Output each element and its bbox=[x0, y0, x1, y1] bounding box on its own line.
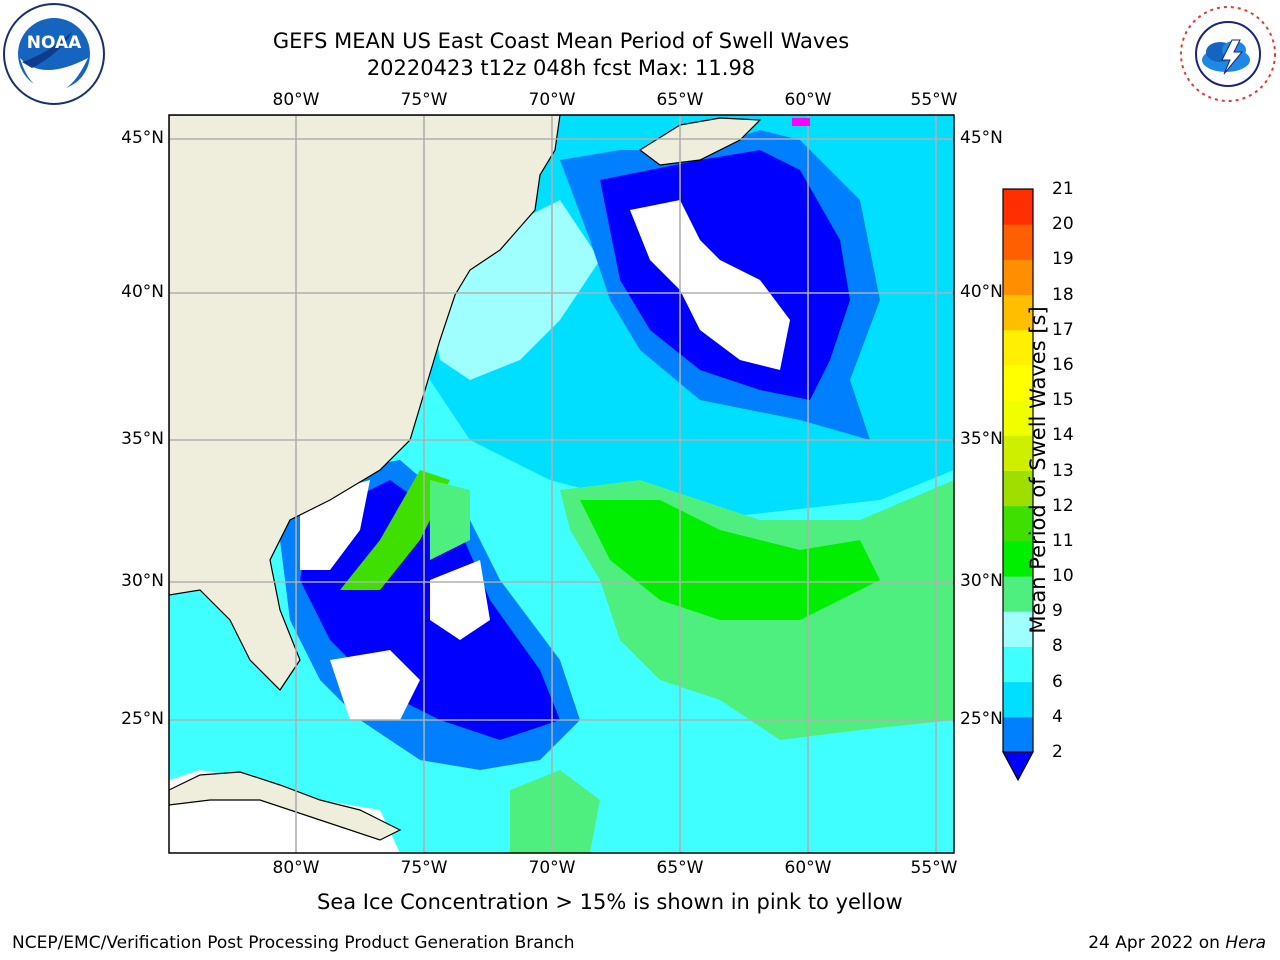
colorbar-extend-triangle bbox=[1001, 751, 1035, 782]
map-frame bbox=[168, 114, 955, 854]
lat-label-left: 25°N bbox=[121, 709, 164, 729]
colorbar-segment bbox=[1003, 716, 1033, 753]
swell-period-11-12-streak bbox=[340, 470, 450, 590]
footer-left: NCEP/EMC/Verification Post Processing Pr… bbox=[12, 933, 575, 953]
footer-date: 24 Apr 2022 on bbox=[1088, 933, 1226, 953]
colorbar-outline bbox=[1002, 188, 1034, 753]
noaa-logo: NOAA bbox=[2, 2, 106, 106]
colorbar-segment bbox=[1003, 224, 1033, 260]
lat-label-left: 35°N bbox=[121, 429, 164, 449]
land-us-east-coast bbox=[169, 115, 561, 691]
lon-label-top: 70°W bbox=[528, 90, 576, 110]
sea-ice-caption: Sea Ice Concentration > 15% is shown in … bbox=[317, 890, 903, 914]
lon-label-bottom: 70°W bbox=[528, 858, 576, 878]
sea-ice-speck bbox=[792, 118, 810, 126]
colorbar-tick-label: 19 bbox=[1052, 249, 1074, 270]
noaa-logo-text: NOAA bbox=[27, 33, 82, 53]
lon-label-bottom: 75°W bbox=[400, 858, 448, 878]
lon-label-bottom: 80°W bbox=[272, 858, 320, 878]
colorbar-segment bbox=[1003, 646, 1033, 683]
lon-label-top: 65°W bbox=[656, 90, 704, 110]
map-gridlines bbox=[169, 115, 954, 853]
swell-period-8-9-zone bbox=[430, 200, 600, 380]
lat-label-right: 45°N bbox=[960, 128, 1003, 148]
lat-label-left: 40°N bbox=[121, 282, 164, 302]
colorbar-segment bbox=[1003, 470, 1033, 507]
lon-label-top: 80°W bbox=[272, 90, 320, 110]
land-cuba bbox=[169, 771, 402, 841]
colorbar-tick-label: 10 bbox=[1052, 566, 1074, 587]
chart-subtitle: 20220423 t12z 048h fcst Max: 11.98 bbox=[366, 56, 756, 80]
lon-label-top: 60°W bbox=[784, 90, 832, 110]
no-data-zone-bahamas bbox=[330, 650, 420, 720]
colorbar-tick-label: 11 bbox=[1052, 530, 1074, 551]
chart-title: GEFS MEAN US East Coast Mean Period of S… bbox=[272, 29, 850, 53]
no-data-zone-north bbox=[630, 200, 790, 370]
colorbar-segment bbox=[1003, 611, 1033, 647]
colorbar-tick-label: 6 bbox=[1052, 671, 1063, 692]
lon-label-bottom: 65°W bbox=[656, 858, 704, 878]
colorbar-segment bbox=[1003, 329, 1033, 366]
footer-right: 24 Apr 2022 on Hera bbox=[1088, 933, 1266, 953]
colorbar-tick-label: 9 bbox=[1052, 601, 1063, 622]
land-nova-scotia bbox=[638, 117, 762, 166]
lon-label-top: 75°W bbox=[400, 90, 448, 110]
colorbar-segment bbox=[1003, 259, 1033, 296]
no-data-zone-sargasso bbox=[430, 560, 490, 640]
colorbar-tick-label: 4 bbox=[1052, 706, 1063, 727]
lon-label-bottom: 60°W bbox=[784, 858, 832, 878]
colorbar-tick-label: 14 bbox=[1052, 425, 1074, 446]
colorbar-segment bbox=[1003, 540, 1033, 577]
lat-label-right: 25°N bbox=[960, 709, 1003, 729]
colorbar-segment bbox=[1003, 364, 1033, 401]
colorbar-tick-label: 16 bbox=[1052, 354, 1074, 375]
colorbar-tick-label: 8 bbox=[1052, 636, 1063, 657]
colorbar-segment bbox=[1003, 681, 1033, 718]
colorbar-tick-label: 15 bbox=[1052, 390, 1074, 411]
lat-label-right: 30°N bbox=[960, 571, 1003, 591]
colorbar-tick-label: 2 bbox=[1052, 742, 1063, 762]
colorbar-tick-label: 21 bbox=[1052, 179, 1074, 199]
lat-label-right: 40°N bbox=[960, 282, 1003, 302]
lat-label-right: 35°N bbox=[960, 429, 1003, 449]
lat-label-left: 45°N bbox=[121, 128, 164, 148]
colorbar-segment bbox=[1003, 400, 1033, 436]
colorbar-segment bbox=[1003, 294, 1033, 331]
colorbar-tick-label: 20 bbox=[1052, 214, 1074, 235]
colorbar bbox=[1001, 188, 1035, 782]
footer-host: Hera bbox=[1225, 933, 1266, 953]
swell-period-10-11-zone bbox=[580, 500, 880, 620]
nws-logo bbox=[1176, 2, 1280, 106]
colorbar-tick-label: 18 bbox=[1052, 284, 1074, 305]
lat-label-left: 30°N bbox=[121, 571, 164, 591]
colorbar-tick-label: 17 bbox=[1052, 319, 1074, 340]
lon-label-top: 55°W bbox=[910, 90, 958, 110]
colorbar-segment bbox=[1003, 435, 1033, 471]
colorbar-segment bbox=[1003, 189, 1033, 225]
colorbar-segment bbox=[1003, 576, 1033, 612]
colorbar-segment bbox=[1003, 505, 1033, 542]
colorbar-label: Mean Period of Swell Waves [s] bbox=[1026, 306, 1050, 634]
lon-label-bottom: 55°W bbox=[910, 858, 958, 878]
colorbar-tick-label: 13 bbox=[1052, 460, 1074, 481]
colorbar-tick-label: 12 bbox=[1052, 495, 1074, 516]
